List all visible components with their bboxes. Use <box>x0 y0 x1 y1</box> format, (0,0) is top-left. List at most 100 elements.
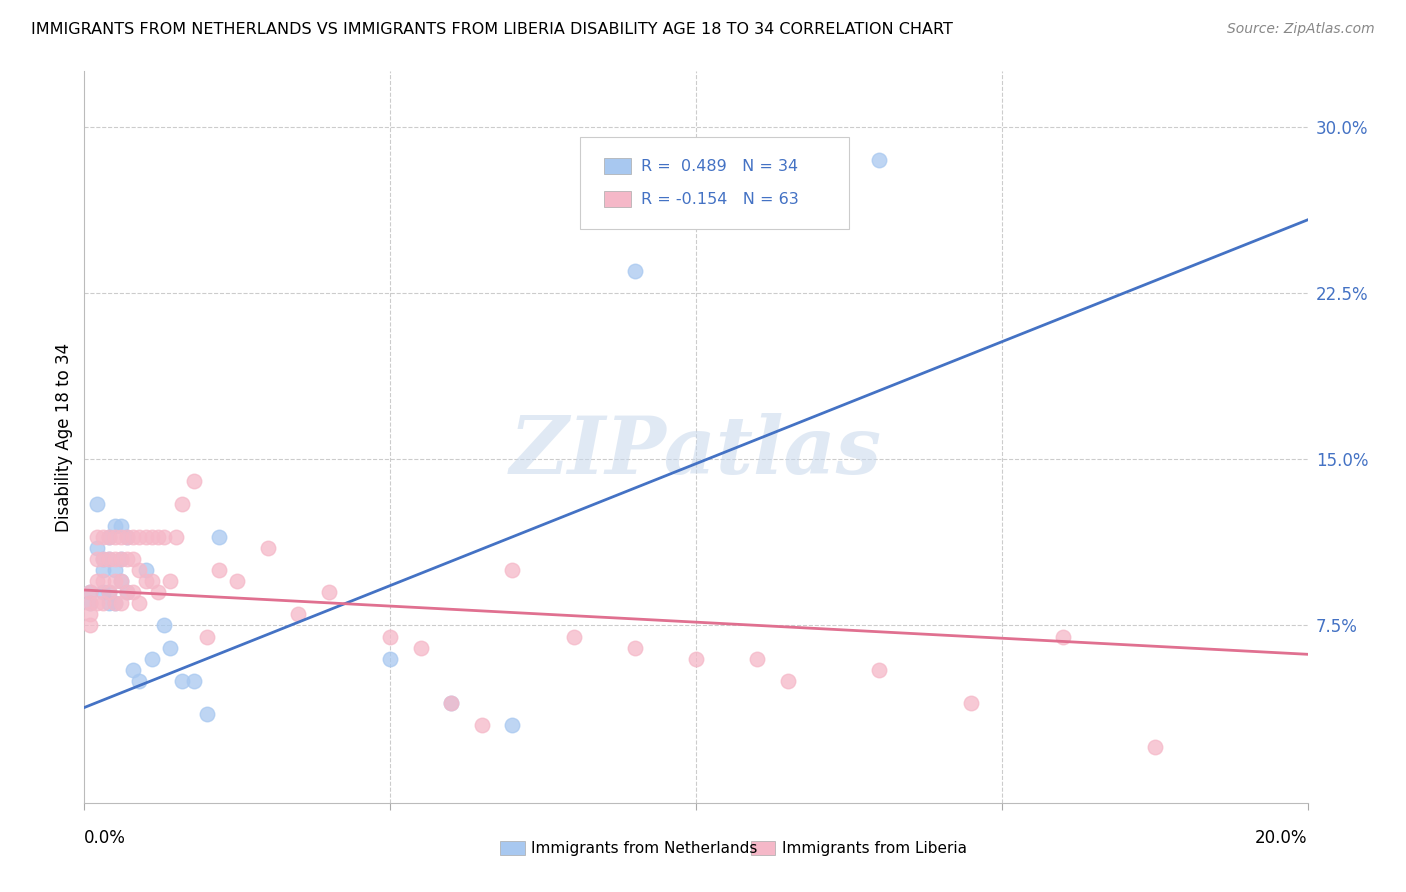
Point <box>135 530 157 544</box>
Point <box>122 530 145 544</box>
Point <box>146 530 169 544</box>
Point <box>153 530 176 544</box>
Point <box>747 651 769 665</box>
Point <box>79 618 101 632</box>
Point <box>104 518 127 533</box>
Point <box>128 673 150 688</box>
Point <box>195 630 218 644</box>
FancyBboxPatch shape <box>751 841 776 855</box>
Point <box>141 530 163 544</box>
Point <box>141 651 163 665</box>
Point <box>562 630 585 644</box>
Point <box>97 596 120 610</box>
Point <box>380 630 402 644</box>
FancyBboxPatch shape <box>579 137 849 228</box>
Point <box>79 607 101 622</box>
Point <box>79 596 101 610</box>
Point <box>287 607 309 622</box>
Point <box>110 552 132 566</box>
Point <box>440 696 463 710</box>
Point <box>115 530 138 544</box>
Point <box>104 552 127 566</box>
Point <box>110 596 132 610</box>
Point <box>318 585 340 599</box>
Point <box>115 552 138 566</box>
Point <box>135 574 157 589</box>
Point <box>97 530 120 544</box>
Text: ZIPatlas: ZIPatlas <box>510 413 882 491</box>
Point <box>128 563 150 577</box>
Point <box>869 663 891 677</box>
Point <box>91 585 114 599</box>
Point <box>122 552 145 566</box>
Point <box>159 640 181 655</box>
Point <box>172 497 194 511</box>
Point <box>128 530 150 544</box>
Point <box>159 574 181 589</box>
Text: R =  0.489   N = 34: R = 0.489 N = 34 <box>641 159 799 174</box>
Point <box>183 673 205 688</box>
Point <box>685 651 707 665</box>
Point <box>104 563 127 577</box>
Point <box>97 585 120 599</box>
Point <box>91 596 114 610</box>
Point <box>409 640 432 655</box>
Point <box>110 518 132 533</box>
Point <box>471 718 494 732</box>
Point <box>79 585 101 599</box>
Point <box>380 651 402 665</box>
Point <box>110 552 132 566</box>
Point <box>110 530 132 544</box>
Point <box>91 530 114 544</box>
Point <box>115 585 138 599</box>
Point <box>86 574 108 589</box>
Point <box>146 585 169 599</box>
Point <box>97 585 120 599</box>
Point <box>97 552 120 566</box>
Text: 20.0%: 20.0% <box>1256 830 1308 847</box>
Point <box>257 541 280 555</box>
Point <box>86 530 108 544</box>
Point <box>79 585 101 599</box>
Point <box>91 552 114 566</box>
Point <box>91 563 114 577</box>
Point <box>104 596 127 610</box>
Point <box>97 552 120 566</box>
Point <box>91 552 114 566</box>
Point <box>86 497 108 511</box>
Point <box>1052 630 1074 644</box>
Point <box>104 596 127 610</box>
Point <box>502 563 524 577</box>
Point <box>960 696 983 710</box>
Point <box>104 530 127 544</box>
Point <box>110 574 132 589</box>
Point <box>86 552 108 566</box>
Point <box>110 574 132 589</box>
Point <box>208 530 231 544</box>
Text: Immigrants from Liberia: Immigrants from Liberia <box>782 840 966 855</box>
Point <box>208 563 231 577</box>
Point <box>153 618 176 632</box>
Point <box>502 718 524 732</box>
Point <box>195 707 218 722</box>
Text: IMMIGRANTS FROM NETHERLANDS VS IMMIGRANTS FROM LIBERIA DISABILITY AGE 18 TO 34 C: IMMIGRANTS FROM NETHERLANDS VS IMMIGRANT… <box>31 22 953 37</box>
Point <box>165 530 187 544</box>
FancyBboxPatch shape <box>605 191 631 208</box>
Point <box>122 585 145 599</box>
Text: Immigrants from Netherlands: Immigrants from Netherlands <box>531 840 758 855</box>
Y-axis label: Disability Age 18 to 34: Disability Age 18 to 34 <box>55 343 73 532</box>
Point <box>91 574 114 589</box>
Point <box>869 153 891 167</box>
Point <box>440 696 463 710</box>
Point <box>141 574 163 589</box>
Point <box>135 563 157 577</box>
Point <box>183 475 205 489</box>
Point <box>115 585 138 599</box>
Point <box>1143 740 1166 755</box>
Point <box>624 264 647 278</box>
Point <box>86 596 108 610</box>
Point <box>624 640 647 655</box>
Text: R = -0.154   N = 63: R = -0.154 N = 63 <box>641 192 799 207</box>
Point <box>128 596 150 610</box>
Point <box>97 530 120 544</box>
